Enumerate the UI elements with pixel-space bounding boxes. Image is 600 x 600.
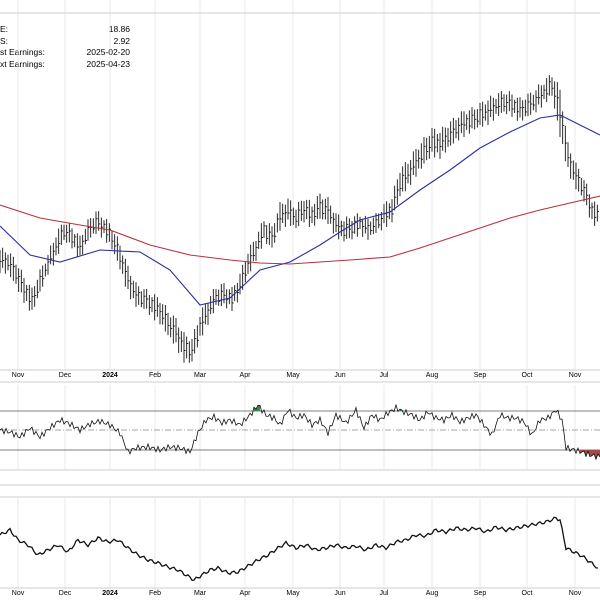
moving-average-long-line	[0, 195, 600, 265]
x-tick-label: Feb	[149, 372, 161, 379]
x-tick-label: Nov	[569, 372, 582, 379]
x-tick-label: Jun	[334, 590, 345, 597]
stat-value: 18.86	[108, 24, 130, 34]
lower-indicator-panel	[0, 516, 599, 581]
x-tick-label: Apr	[240, 590, 252, 597]
x-tick-label: Nov	[12, 590, 25, 597]
x-tick-label: 2024	[102, 372, 118, 379]
stat-label: E:	[0, 24, 9, 34]
stat-label: xt Earnings:	[0, 58, 45, 69]
x-tick-label: Jul	[380, 372, 389, 379]
stat-label: S:	[0, 35, 9, 46]
x-tick-label: Mar	[194, 590, 207, 597]
x-axis: Nov Nov Dec Dec 2024 2024 Feb Feb Mar Mar Apr Apr Ma…	[12, 372, 582, 597]
overbought-fill	[254, 405, 260, 411]
x-tick-label: Jul	[380, 590, 389, 597]
x-tick-label: Jun	[334, 372, 345, 379]
stat-row: E: 18.86	[0, 24, 130, 36]
x-tick-label: Aug	[426, 590, 439, 597]
stat-row: S: 2.92	[0, 36, 130, 48]
oscillator-line	[0, 403, 600, 461]
stat-row: st Earnings: 2025-02-20	[0, 47, 130, 59]
x-tick-label: May	[286, 372, 300, 379]
x-tick-label: Feb	[149, 590, 161, 597]
x-tick-label: Oct	[522, 372, 533, 379]
stats-panel: E: 18.86 S: 2.92 st Earnings: 2025-02-20…	[0, 24, 130, 70]
x-tick-label: Aug	[426, 372, 439, 379]
stat-row: xt Earnings: 2025-04-23	[0, 59, 130, 71]
oversold-fill	[580, 450, 600, 460]
stat-value: 2.92	[113, 35, 130, 46]
x-tick-label: Apr	[240, 372, 252, 379]
x-tick-label: Dec	[59, 590, 72, 597]
x-tick-label: Mar	[194, 372, 207, 379]
price-panel	[0, 75, 600, 363]
x-tick-label: Oct	[522, 590, 533, 597]
moving-average-short-line	[0, 114, 600, 306]
stat-value: 2025-02-20	[86, 47, 130, 58]
x-tick-label: 2024	[102, 590, 118, 597]
x-tick-label: Nov	[569, 590, 582, 597]
x-tick-label: May	[286, 590, 300, 597]
x-tick-label: Nov	[12, 372, 25, 379]
stat-label: st Earnings:	[0, 47, 45, 58]
stat-value: 2025-04-23	[86, 58, 130, 69]
oscillator-panel	[0, 403, 600, 461]
x-tick-label: Sep	[474, 372, 487, 379]
x-tick-label: Dec	[59, 372, 72, 379]
lower-indicator-line	[0, 516, 599, 581]
x-tick-label: Sep	[474, 590, 487, 597]
